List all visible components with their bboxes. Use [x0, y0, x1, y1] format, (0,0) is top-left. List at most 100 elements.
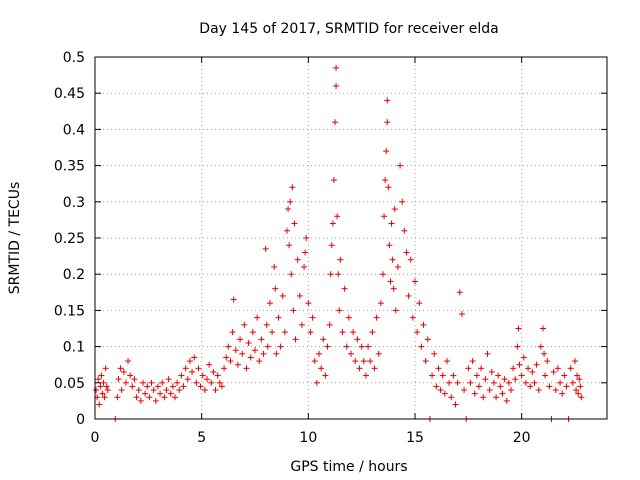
- data-point: [381, 213, 388, 220]
- data-point: [146, 394, 153, 401]
- data-point: [229, 329, 236, 336]
- data-point: [305, 300, 312, 307]
- data-point: [544, 358, 551, 365]
- data-point: [332, 119, 338, 126]
- data-point: [133, 394, 140, 401]
- data-point: [125, 358, 132, 365]
- y-tick-label: 0.5: [63, 50, 85, 66]
- data-point: [154, 383, 161, 390]
- data-point: [212, 387, 219, 394]
- data-point: [330, 177, 337, 184]
- data-point: [101, 394, 108, 401]
- data-point: [201, 387, 208, 394]
- data-point: [365, 343, 372, 350]
- data-point: [291, 220, 298, 227]
- data-point: [172, 394, 178, 401]
- data-point: [333, 64, 340, 71]
- data-point: [409, 314, 416, 321]
- data-point: [518, 372, 525, 379]
- data-point: [184, 376, 191, 383]
- data-point: [104, 387, 111, 394]
- data-point: [471, 390, 478, 397]
- data-point: [313, 379, 320, 386]
- data-point: [541, 350, 548, 357]
- data-point: [535, 387, 542, 394]
- data-point: [510, 365, 517, 372]
- data-point: [420, 321, 427, 328]
- data-point: [140, 379, 146, 386]
- data-point: [452, 401, 459, 408]
- x-tick-label: 5: [197, 430, 206, 446]
- data-point: [266, 300, 273, 307]
- data-point: [561, 372, 568, 379]
- data-point: [210, 368, 217, 375]
- data-point: [298, 321, 305, 328]
- data-points: [93, 64, 585, 422]
- data-point: [389, 256, 396, 263]
- data-point: [554, 365, 561, 372]
- data-point: [416, 300, 423, 307]
- data-point: [182, 365, 189, 372]
- data-point: [488, 368, 495, 375]
- data-point: [482, 376, 489, 383]
- data-point: [193, 379, 200, 386]
- data-point: [152, 397, 159, 404]
- data-point: [505, 379, 512, 386]
- data-point: [377, 300, 384, 307]
- data-point: [499, 390, 506, 397]
- data-point: [234, 361, 241, 368]
- data-point: [512, 376, 519, 383]
- data-point: [176, 387, 183, 394]
- data-point: [208, 379, 215, 386]
- data-point: [412, 278, 418, 285]
- y-tick-label: 0.15: [54, 303, 85, 319]
- data-point: [576, 376, 583, 383]
- data-point: [117, 365, 124, 372]
- y-axis-label: SRMTID / TECUs: [7, 182, 23, 295]
- data-point: [307, 329, 314, 336]
- data-point: [324, 343, 331, 350]
- data-point: [497, 383, 504, 390]
- data-point: [529, 368, 536, 375]
- data-point: [230, 296, 237, 303]
- data-point: [391, 206, 398, 213]
- data-point: [288, 271, 295, 278]
- data-point: [542, 372, 549, 379]
- data-point: [515, 325, 522, 332]
- data-point: [301, 263, 308, 270]
- data-point: [206, 361, 213, 368]
- data-point: [296, 292, 303, 299]
- y-tick-label: 0.45: [54, 86, 85, 102]
- data-point: [329, 220, 336, 227]
- data-point: [557, 379, 564, 386]
- data-point: [197, 383, 204, 390]
- data-point: [433, 383, 440, 390]
- data-point: [456, 289, 463, 296]
- data-point: [102, 365, 109, 372]
- data-point: [362, 372, 369, 379]
- data-point: [258, 336, 265, 343]
- data-point: [392, 307, 399, 314]
- data-point: [218, 383, 225, 390]
- data-point: [527, 383, 534, 390]
- data-point: [390, 285, 397, 292]
- data-point: [575, 390, 582, 397]
- data-point: [367, 358, 374, 365]
- data-point: [204, 376, 210, 383]
- data-point: [157, 390, 164, 397]
- data-point: [318, 365, 325, 372]
- data-point: [180, 383, 187, 390]
- data-point: [388, 220, 395, 227]
- data-point: [159, 379, 166, 386]
- data-point: [189, 368, 196, 375]
- data-point: [435, 365, 442, 372]
- data-point: [429, 372, 436, 379]
- data-point: [186, 358, 193, 365]
- data-point: [490, 379, 497, 386]
- data-point: [309, 314, 316, 321]
- data-point: [178, 372, 185, 379]
- data-point: [356, 365, 363, 372]
- y-axis: 0 0.05 0.1 0.15 0.2 0.25 0.3 0.35 0.4 0.45 0.5: [54, 50, 607, 428]
- data-point: [243, 365, 250, 372]
- data-point: [465, 365, 472, 372]
